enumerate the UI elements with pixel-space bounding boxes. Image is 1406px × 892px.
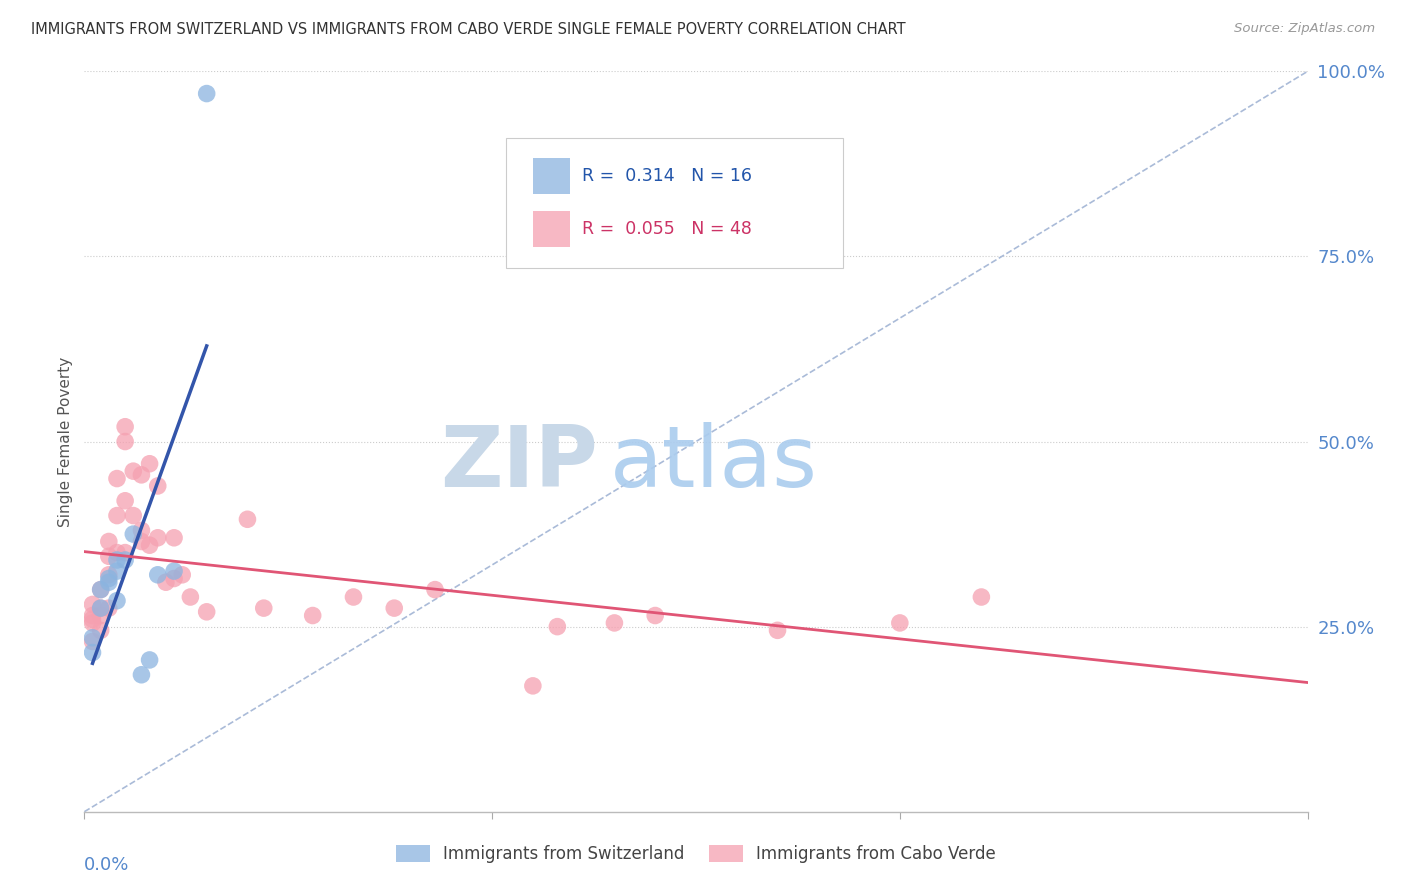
Point — [105, 546, 128, 560]
Point — [889, 615, 911, 630]
Text: R =  0.055   N = 48: R = 0.055 N = 48 — [582, 220, 752, 238]
Point — [766, 624, 789, 638]
Y-axis label: Single Female Poverty: Single Female Poverty — [58, 357, 73, 526]
Point — [122, 464, 145, 478]
Point — [195, 605, 218, 619]
Point — [131, 534, 153, 549]
Text: Source: ZipAtlas.com: Source: ZipAtlas.com — [1234, 22, 1375, 36]
Point — [546, 619, 568, 633]
Point — [155, 575, 177, 590]
Point — [382, 601, 405, 615]
Point — [105, 553, 128, 567]
Point — [253, 601, 276, 615]
Point — [146, 479, 169, 493]
Point — [179, 590, 201, 604]
Point — [105, 508, 128, 523]
Point — [97, 601, 120, 615]
Point — [105, 564, 128, 578]
Point — [236, 512, 259, 526]
Point — [97, 549, 120, 564]
Point — [114, 434, 136, 449]
Point — [138, 653, 160, 667]
Legend: Immigrants from Switzerland, Immigrants from Cabo Verde: Immigrants from Switzerland, Immigrants … — [389, 838, 1002, 870]
Point — [82, 612, 104, 626]
Point — [90, 601, 112, 615]
Point — [138, 457, 160, 471]
Point — [423, 582, 446, 597]
Point — [82, 646, 104, 660]
Bar — [533, 158, 569, 194]
Text: ZIP: ZIP — [440, 422, 598, 505]
Text: 0.0%: 0.0% — [84, 856, 129, 874]
Point — [644, 608, 666, 623]
Point — [90, 608, 112, 623]
Point — [131, 467, 153, 482]
Point — [97, 534, 120, 549]
Point — [131, 524, 153, 538]
Point — [163, 531, 186, 545]
Point — [82, 631, 104, 645]
Point — [163, 564, 186, 578]
Point — [82, 598, 104, 612]
Point — [114, 546, 136, 560]
Point — [97, 572, 120, 586]
Point — [342, 590, 364, 604]
Point — [90, 582, 112, 597]
Bar — [533, 211, 569, 247]
Point — [163, 572, 186, 586]
Text: R =  0.314   N = 16: R = 0.314 N = 16 — [582, 167, 752, 185]
Point — [82, 608, 104, 623]
Point — [97, 575, 120, 590]
Point — [114, 419, 136, 434]
Point — [146, 567, 169, 582]
Point — [603, 615, 626, 630]
Point — [172, 567, 194, 582]
Text: atlas: atlas — [610, 422, 818, 505]
Point — [114, 493, 136, 508]
Point — [82, 634, 104, 648]
Point — [90, 582, 112, 597]
Point — [90, 624, 112, 638]
Point — [122, 508, 145, 523]
Point — [970, 590, 993, 604]
Point — [138, 538, 160, 552]
Point — [114, 553, 136, 567]
Point — [105, 593, 128, 607]
Point — [146, 531, 169, 545]
Point — [105, 471, 128, 485]
Point — [122, 527, 145, 541]
Point — [82, 615, 104, 630]
Point — [90, 601, 112, 615]
Text: IMMIGRANTS FROM SWITZERLAND VS IMMIGRANTS FROM CABO VERDE SINGLE FEMALE POVERTY : IMMIGRANTS FROM SWITZERLAND VS IMMIGRANT… — [31, 22, 905, 37]
FancyBboxPatch shape — [506, 138, 842, 268]
Point — [131, 667, 153, 681]
Point — [97, 567, 120, 582]
Point — [301, 608, 323, 623]
Point — [195, 87, 218, 101]
Point — [522, 679, 544, 693]
